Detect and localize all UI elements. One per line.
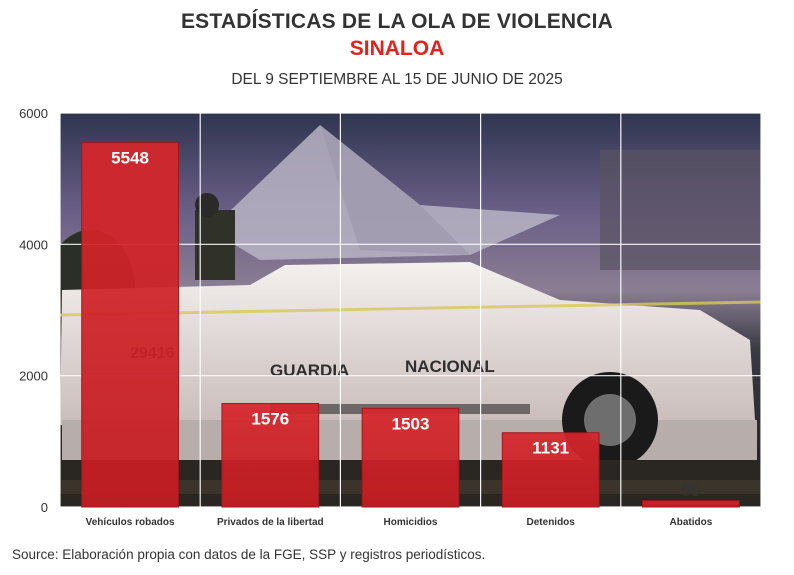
x-tick-label-0: Vehículos robados (86, 517, 175, 528)
date-range: DEL 9 SEPTIEMBRE AL 15 DE JUNIO DE 2025 (231, 71, 563, 88)
data-label-1: 1576 (251, 410, 289, 429)
x-axis: Vehículos robados Privados de la libertad… (86, 517, 713, 528)
y-tick-label-3: 6000 (19, 106, 48, 121)
data-label-4: 95 (681, 481, 700, 500)
bar-0 (81, 142, 179, 508)
bar-4 (642, 500, 740, 508)
source-note: Source: Elaboración propia con datos de … (12, 547, 486, 562)
x-tick-label-3: Detenidos (527, 517, 576, 528)
x-tick-label-2: Homicidios (384, 517, 438, 528)
bar-2 (361, 407, 460, 508)
data-label-0: 5548 (111, 149, 149, 168)
chart-subtitle: SINALOA (349, 37, 445, 60)
y-tick-label-0: 0 (41, 500, 48, 515)
y-axis: 0 2000 4000 6000 (19, 106, 48, 515)
svg-text:GUARDIA: GUARDIA (270, 361, 349, 380)
bars (81, 142, 740, 508)
data-label-2: 1503 (392, 414, 430, 433)
x-tick-label-1: Privados de la libertad (217, 517, 324, 528)
bar-1 (221, 403, 320, 508)
x-tick-label-4: Abatidos (670, 517, 713, 528)
y-tick-label-1: 2000 (19, 369, 48, 384)
chart-title: ESTADÍSTICAS DE LA OLA DE VIOLENCIA (180, 10, 614, 33)
y-tick-label-2: 4000 (19, 237, 48, 252)
bar-3 (501, 432, 600, 508)
data-labels: 5548 1576 1503 1131 95 (111, 149, 700, 500)
svg-text:NACIONAL: NACIONAL (405, 357, 495, 376)
data-label-3: 1131 (532, 439, 569, 458)
